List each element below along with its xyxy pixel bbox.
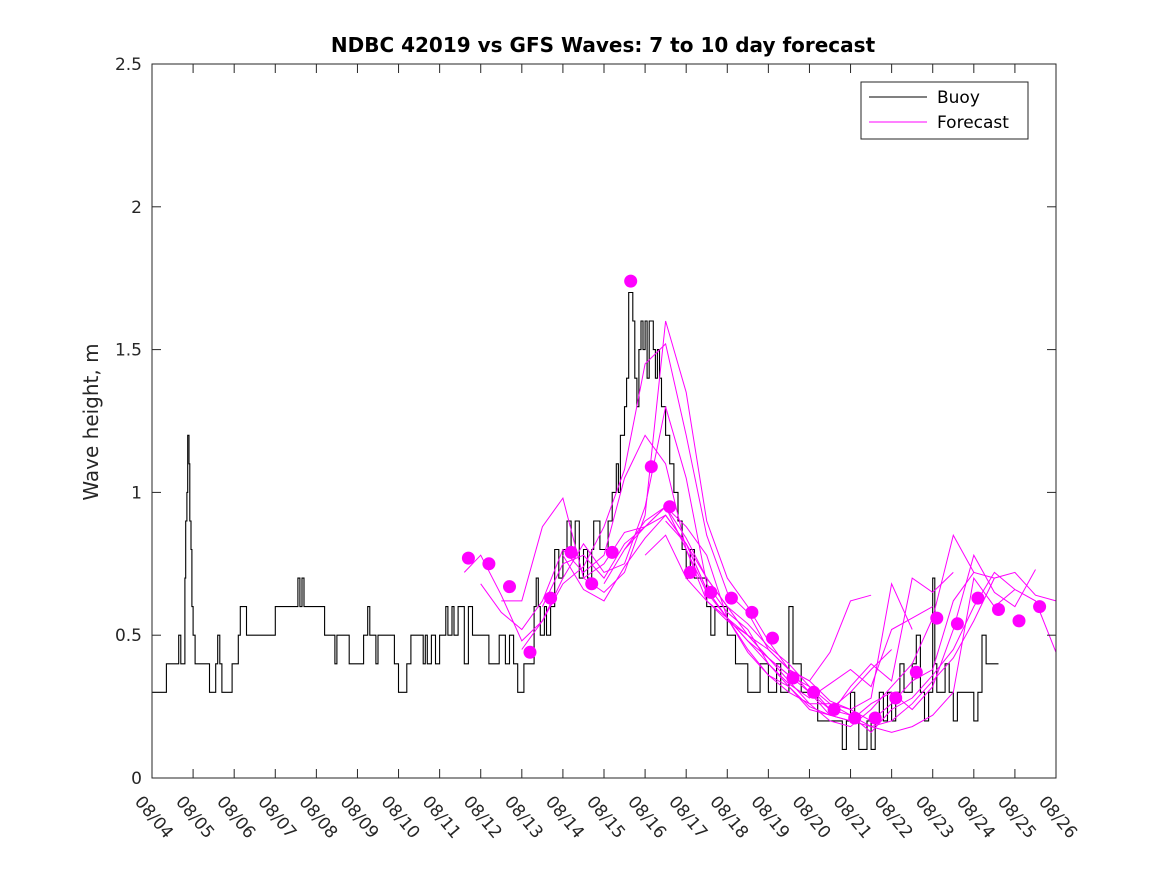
forecast-point xyxy=(1033,600,1047,614)
forecast-point xyxy=(585,577,599,591)
forecast-point xyxy=(868,711,882,725)
forecast-point xyxy=(644,460,658,474)
forecast-point xyxy=(704,585,718,599)
forecast-series-line-3 xyxy=(501,320,913,711)
forecast-point xyxy=(786,671,800,685)
ticks-layer xyxy=(151,63,1057,779)
forecast-series-line-11 xyxy=(665,520,1057,733)
forecast-point xyxy=(848,711,862,725)
forecast-point xyxy=(950,617,964,631)
forecast-point xyxy=(971,591,985,605)
y-tick-label: 0.5 xyxy=(115,626,142,646)
y-tick-label: 1 xyxy=(131,483,142,503)
legend-label-buoy: Buoy xyxy=(937,88,980,108)
forecast-point xyxy=(624,274,638,288)
forecast-point xyxy=(1012,614,1026,628)
y-tick-label: 2 xyxy=(131,198,142,218)
legend-label-forecast: Forecast xyxy=(937,113,1009,133)
legend-box xyxy=(860,81,1029,140)
y-tick-label: 1.5 xyxy=(115,341,142,361)
axes-background xyxy=(152,64,1056,778)
forecast-point xyxy=(605,545,619,559)
forecast-series-line-7 xyxy=(583,505,995,722)
chart-title: NDBC 42019 vs GFS Waves: 7 to 10 day for… xyxy=(331,33,876,57)
forecast-point xyxy=(889,691,903,705)
forecast-point xyxy=(564,545,578,559)
plot-area xyxy=(151,63,1057,779)
forecast-point xyxy=(909,665,923,679)
forecast-point xyxy=(992,603,1005,616)
forecast-point xyxy=(724,591,738,605)
legend: Buoy Forecast xyxy=(860,81,1029,140)
forecast-point xyxy=(544,591,558,605)
y-axis-label: Wave height, m xyxy=(79,343,103,500)
forecast-point xyxy=(766,631,779,645)
y-tick-label: 0 xyxy=(131,769,142,789)
forecast-point xyxy=(503,580,516,594)
forecast-point xyxy=(482,557,496,571)
forecast-point xyxy=(745,605,759,619)
y-tick-label: 2.5 xyxy=(115,55,142,75)
forecast-point xyxy=(461,551,475,565)
y-tick-labels: 0 0.5 1 1.5 2 2.5 xyxy=(115,55,142,789)
forecast-point xyxy=(807,685,821,699)
forecast-points-layer xyxy=(461,274,1047,725)
forecast-point xyxy=(663,500,677,514)
forecast-point xyxy=(930,611,944,625)
forecast-series-line-4 xyxy=(521,406,933,699)
forecast-point xyxy=(827,703,841,716)
forecast-point xyxy=(523,645,537,659)
forecast-point xyxy=(683,565,697,579)
